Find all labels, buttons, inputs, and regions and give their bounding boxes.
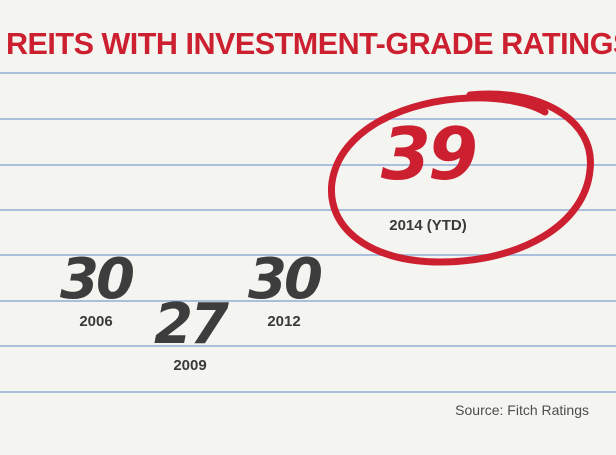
ruled-line <box>0 391 616 393</box>
ruled-line <box>0 118 616 120</box>
ruled-line <box>0 345 616 347</box>
ruled-line <box>0 209 616 211</box>
data-label-year: 2012 <box>267 313 301 330</box>
ruled-line <box>0 254 616 256</box>
ruled-line <box>0 72 616 74</box>
data-value: 30 <box>60 247 135 312</box>
data-value: 39 <box>380 112 478 196</box>
data-label-year: 2009 <box>173 357 207 374</box>
data-label-year: 2014 (YTD) <box>389 217 467 234</box>
data-label-year: 2006 <box>79 313 113 330</box>
ruled-line <box>0 300 616 302</box>
ruled-line <box>0 164 616 166</box>
source-note: Source: Fitch Ratings <box>455 402 589 418</box>
data-value: 27 <box>154 292 229 357</box>
chart-title: REITS WITH INVESTMENT-GRADE RATINGS <box>6 26 616 61</box>
data-value: 30 <box>248 247 323 312</box>
